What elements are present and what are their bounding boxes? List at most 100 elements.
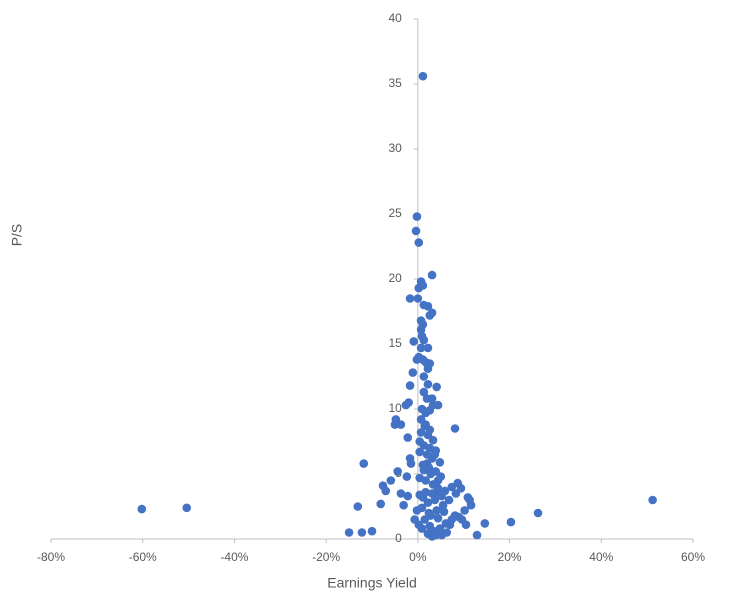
point: [419, 372, 429, 381]
point: [376, 499, 386, 509]
x-tick-label: -80%: [37, 550, 65, 564]
point: [367, 526, 377, 536]
y-axis-title: P/S: [9, 224, 25, 247]
point: [423, 343, 433, 353]
point: [422, 459, 432, 468]
point: [442, 528, 452, 537]
point: [405, 381, 415, 390]
point: [353, 502, 363, 511]
point: [450, 424, 460, 433]
point: [444, 495, 454, 505]
point: [450, 511, 460, 520]
point: [357, 528, 367, 537]
x-tick-label: -60%: [129, 550, 157, 564]
point: [408, 368, 418, 377]
point: [416, 343, 426, 353]
point: [421, 476, 430, 485]
y-tick-label: 20: [388, 271, 402, 285]
point: [409, 337, 419, 346]
point: [418, 71, 428, 81]
point: [445, 520, 455, 529]
point: [439, 507, 449, 516]
point: [427, 394, 437, 403]
point: [396, 489, 406, 498]
point: [423, 364, 433, 374]
point: [457, 515, 467, 524]
point: [424, 508, 434, 518]
point: [403, 433, 413, 442]
point: [419, 465, 429, 475]
point: [460, 506, 469, 515]
point: [648, 495, 657, 505]
x-tick-label: 40%: [589, 550, 613, 564]
point: [432, 382, 441, 392]
point: [416, 428, 426, 437]
point: [430, 495, 440, 505]
point: [423, 302, 433, 311]
point: [428, 435, 438, 445]
y-tick-label: 10: [388, 401, 402, 415]
point: [423, 380, 433, 389]
point: [472, 530, 482, 540]
point: [410, 515, 419, 524]
point: [414, 238, 424, 247]
point: [433, 513, 443, 523]
y-tick-label: 15: [388, 336, 402, 350]
point: [427, 532, 437, 541]
x-axis-title: Earnings Yield: [327, 575, 417, 591]
point: [182, 503, 192, 513]
x-tick-label: -20%: [312, 550, 340, 564]
point: [425, 521, 435, 531]
point: [425, 425, 435, 435]
point: [433, 476, 443, 485]
point: [426, 469, 435, 479]
point: [406, 459, 416, 468]
y-tick-label: 30: [388, 141, 402, 155]
point: [378, 481, 388, 491]
x-tick-label: 20%: [498, 550, 522, 564]
point: [415, 437, 424, 446]
y-tick-label: 0: [395, 531, 402, 545]
point: [456, 484, 466, 493]
point: [412, 212, 422, 221]
x-tick-label: 60%: [681, 550, 705, 564]
point: [405, 294, 415, 303]
point: [432, 487, 441, 497]
point: [506, 517, 516, 527]
point: [416, 325, 426, 335]
point: [418, 281, 428, 290]
point: [402, 472, 412, 481]
point: [404, 398, 413, 407]
point: [419, 335, 429, 345]
point: [465, 495, 474, 505]
point: [413, 294, 423, 303]
point: [430, 450, 440, 459]
point: [344, 528, 354, 537]
point: [399, 500, 408, 510]
x-tick-label: -40%: [220, 550, 248, 564]
y-tick-label: 25: [388, 206, 402, 220]
point: [412, 506, 422, 515]
point: [432, 506, 441, 515]
point: [425, 406, 435, 415]
point: [396, 420, 406, 429]
x-tick-label: 0%: [409, 550, 427, 564]
point: [419, 387, 429, 397]
point: [415, 447, 424, 457]
y-tick-label: 35: [388, 76, 402, 90]
point: [390, 420, 400, 429]
point: [427, 308, 437, 318]
point: [427, 270, 437, 280]
point: [438, 500, 448, 510]
point: [418, 493, 428, 502]
point: [359, 459, 369, 468]
point: [533, 508, 543, 518]
point: [386, 476, 396, 485]
point: [480, 519, 490, 528]
point: [137, 504, 147, 514]
point: [403, 491, 413, 501]
y-tick-label: 40: [388, 11, 402, 25]
point: [411, 226, 421, 236]
point: [435, 458, 445, 467]
